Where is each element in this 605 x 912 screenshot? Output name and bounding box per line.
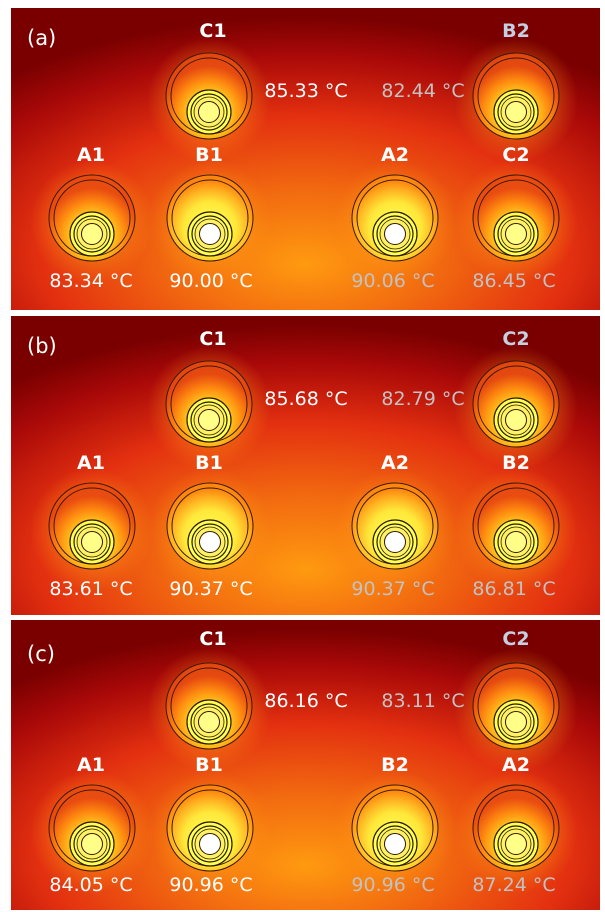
cable-a1 — [30, 468, 154, 592]
cable-b2 — [454, 38, 578, 162]
panel-c: (c) C1 C2 A1 B1 B2 A2 86.16 °C 83.11 °C … — [11, 620, 600, 910]
temp-bottom-1: 83.34 °C — [49, 270, 133, 292]
temp-bottom-2: 90.00 °C — [169, 270, 253, 292]
heatmap-c — [11, 620, 600, 910]
cable-c2 — [454, 160, 578, 284]
temp-bottom-3: 90.37 °C — [351, 578, 435, 600]
heatmap-a — [11, 8, 600, 310]
temp-top-right: 82.44 °C — [381, 80, 465, 102]
cable-label-bottom-4: A2 — [502, 754, 530, 776]
cable-label-bottom-1: A1 — [77, 452, 105, 474]
temp-bottom-4: 86.45 °C — [472, 270, 556, 292]
temp-bottom-3: 90.06 °C — [351, 270, 435, 292]
cable-a2 — [454, 770, 578, 894]
temp-bottom-3: 90.96 °C — [351, 874, 435, 896]
cable-b2 — [454, 468, 578, 592]
temp-bottom-2: 90.37 °C — [169, 578, 253, 600]
cable-b1 — [148, 468, 272, 592]
cable-c1 — [147, 648, 271, 772]
panel-label: (b) — [27, 334, 57, 358]
cable-a2 — [333, 468, 457, 592]
cable-label-top-right: C2 — [502, 628, 530, 650]
cable-a1 — [30, 770, 154, 894]
cable-a1 — [30, 160, 154, 284]
heatmap-b — [11, 316, 600, 615]
cable-label-bottom-4: B2 — [502, 452, 530, 474]
cable-label-bottom-4: C2 — [502, 144, 530, 166]
temp-top-left: 85.68 °C — [264, 388, 348, 410]
cable-label-top-left: C1 — [199, 628, 227, 650]
cable-label-top-right: B2 — [502, 20, 530, 42]
panel-b: (b) C1 C2 A1 B1 A2 B2 85.68 °C 82.79 °C … — [11, 316, 600, 615]
panel-label: (c) — [27, 642, 55, 666]
panel-label: (a) — [27, 26, 57, 50]
panel-a: (a) C1 B2 A1 B1 A2 C2 85.33 °C 82.44 °C … — [11, 8, 600, 310]
cable-label-bottom-3: B2 — [381, 754, 409, 776]
cable-a2 — [333, 160, 457, 284]
temp-top-left: 86.16 °C — [264, 690, 348, 712]
cable-label-bottom-3: A2 — [381, 452, 409, 474]
cable-b1 — [148, 770, 272, 894]
cable-c1 — [147, 38, 271, 162]
temp-bottom-4: 86.81 °C — [472, 578, 556, 600]
cable-label-top-right: C2 — [502, 328, 530, 350]
cable-label-top-left: C1 — [199, 328, 227, 350]
temp-top-right: 82.79 °C — [381, 388, 465, 410]
temp-top-right: 83.11 °C — [381, 690, 465, 712]
cable-c1 — [147, 346, 271, 470]
cable-c2 — [454, 346, 578, 470]
temp-bottom-2: 90.96 °C — [169, 874, 253, 896]
cable-label-bottom-2: B1 — [195, 754, 223, 776]
cable-label-bottom-1: A1 — [77, 754, 105, 776]
cable-label-bottom-1: A1 — [77, 144, 105, 166]
cable-c2 — [454, 648, 578, 772]
cable-b1 — [148, 160, 272, 284]
cable-label-bottom-2: B1 — [195, 452, 223, 474]
cable-label-bottom-3: A2 — [381, 144, 409, 166]
cable-b2 — [333, 770, 457, 894]
temp-bottom-4: 87.24 °C — [472, 874, 556, 896]
cable-label-bottom-2: B1 — [195, 144, 223, 166]
cable-label-top-left: C1 — [199, 20, 227, 42]
temp-bottom-1: 83.61 °C — [49, 578, 133, 600]
temp-bottom-1: 84.05 °C — [49, 874, 133, 896]
temp-top-left: 85.33 °C — [264, 80, 348, 102]
